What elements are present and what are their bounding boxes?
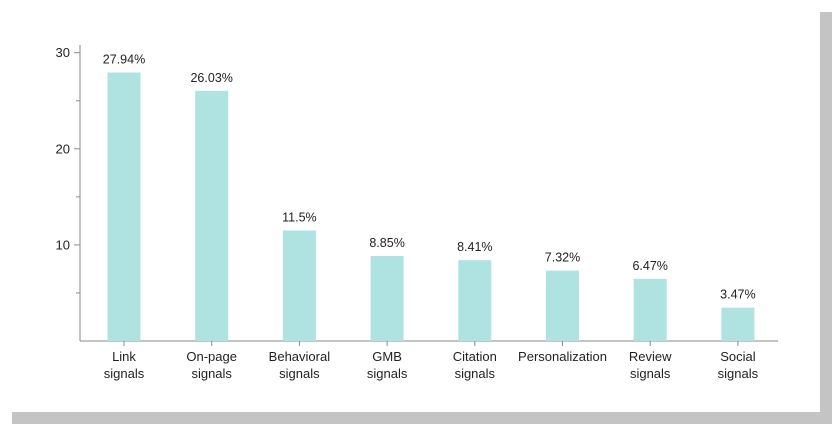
x-category-label: signals (191, 366, 232, 381)
bar-value-label: 8.85% (369, 236, 404, 250)
bar-value-label: 8.41% (457, 240, 492, 254)
bar (458, 260, 492, 341)
x-category-label: Personalization (518, 349, 607, 364)
x-category-label: signals (630, 366, 671, 381)
bar-value-label: 27.94% (103, 52, 145, 66)
bar (107, 72, 141, 342)
x-category-label: Social (720, 349, 756, 364)
y-tick-label: 30 (56, 45, 70, 60)
bar (370, 255, 404, 341)
bar (546, 270, 579, 341)
card-shadow-right (820, 12, 832, 424)
chart-axes: 10 20 30 (56, 45, 778, 346)
y-tick-label: 20 (56, 141, 70, 156)
x-category-label: GMB (372, 349, 402, 364)
x-category-label: On-page (186, 349, 237, 364)
x-category-label: signals (279, 366, 320, 381)
card-shadow-bottom (12, 412, 832, 424)
chart-bars (107, 72, 755, 342)
bar-value-label: 3.47% (720, 288, 755, 302)
x-category-label: signals (455, 366, 496, 381)
x-category-label: signals (104, 366, 145, 381)
x-category-label: signals (367, 366, 408, 381)
chart-card: 10 20 30 27.94% Link signals 26.03% On-page sig… (55, 45, 778, 381)
x-category-label: Behavioral (269, 349, 331, 364)
x-category-label: Review (629, 349, 672, 364)
chart-labels: 27.94% Link signals 26.03% On-page signals 11.… (103, 52, 759, 381)
bar (633, 278, 667, 341)
bar-value-label: 26.03% (190, 71, 232, 85)
y-tick-label: 10 (56, 237, 70, 252)
bar-value-label: 7.32% (545, 251, 580, 265)
bar-value-label: 6.47% (632, 259, 667, 273)
bar-value-label: 11.5% (282, 210, 317, 224)
x-category-label: Link (112, 349, 136, 364)
x-category-label: signals (718, 366, 759, 381)
x-category-label: Citation (453, 349, 497, 364)
bar-chart: 10 20 30 27.94% Link signals 26.03% On-page sig… (56, 45, 778, 381)
bar (721, 307, 755, 341)
bar (282, 230, 316, 341)
bar (195, 90, 229, 341)
